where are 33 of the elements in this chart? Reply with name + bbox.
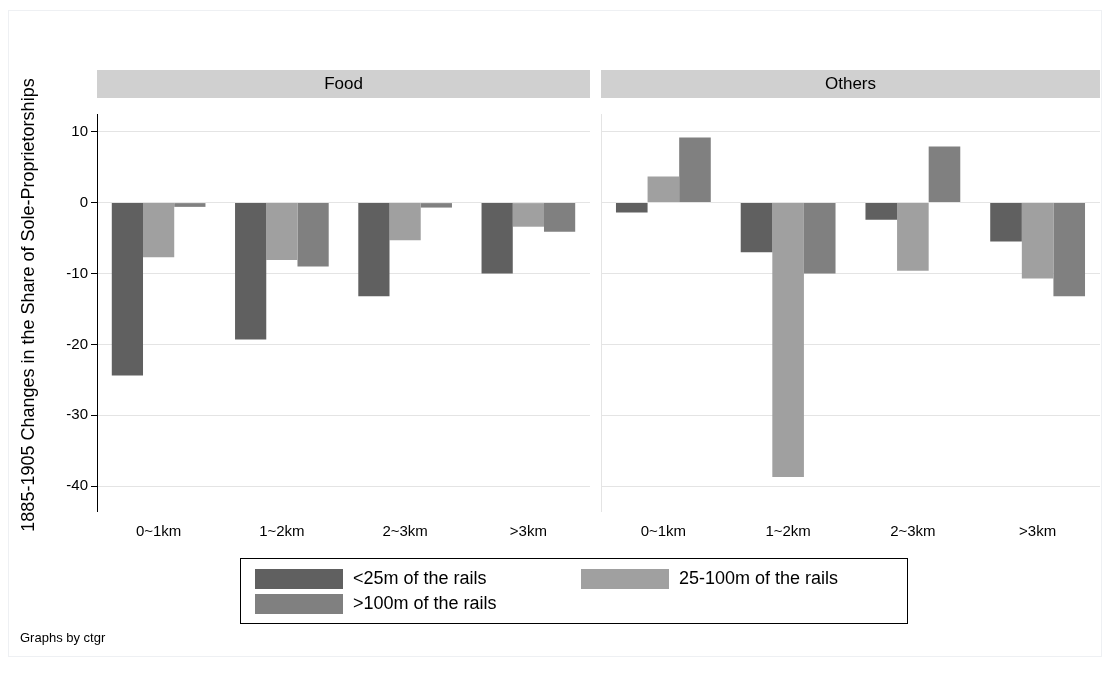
- x-tick-label: 2~3km: [382, 522, 428, 540]
- y-tick-label: 0: [79, 192, 88, 210]
- y-tick-label: -10: [66, 263, 88, 281]
- bar: [647, 176, 680, 203]
- legend-label: >100m of the rails: [353, 593, 497, 614]
- bar: [615, 203, 648, 213]
- x-tick-label: 1~2km: [259, 522, 305, 540]
- x-tick-label: 0~1km: [135, 522, 182, 540]
- bar: [990, 203, 1022, 242]
- legend-label: <25m of the rails: [353, 568, 487, 589]
- text: Graphs by ctgr: [20, 630, 106, 645]
- y-tick-label: 10: [71, 121, 88, 139]
- bar: [740, 203, 773, 253]
- bar: [928, 146, 961, 203]
- y-tick-label: -20: [66, 334, 88, 352]
- bar: [897, 203, 929, 271]
- bar: [772, 203, 804, 477]
- bar: [865, 203, 898, 220]
- y-tick-label: -30: [66, 405, 88, 423]
- y-axis-title: 1885-1905 Changes in the Share of Sole-Proprietorships: [17, 78, 39, 532]
- x-tick-label: 2~3km: [890, 522, 936, 540]
- x-tick-label: 1~2km: [765, 522, 811, 540]
- x-tick-label: 0~1km: [640, 522, 687, 540]
- y-tick-label: -40: [66, 476, 88, 494]
- bar: [1021, 203, 1054, 279]
- bar: [1053, 203, 1086, 297]
- chart-title: Food: [97, 70, 590, 98]
- legend-label: 25-100m of the rails: [679, 568, 839, 589]
- bar: [803, 203, 836, 274]
- chart-title: Others: [601, 70, 1100, 98]
- bar: [679, 137, 711, 203]
- x-tick-label: >3km: [1019, 522, 1057, 540]
- x-tick-label: >3km: [509, 522, 547, 540]
